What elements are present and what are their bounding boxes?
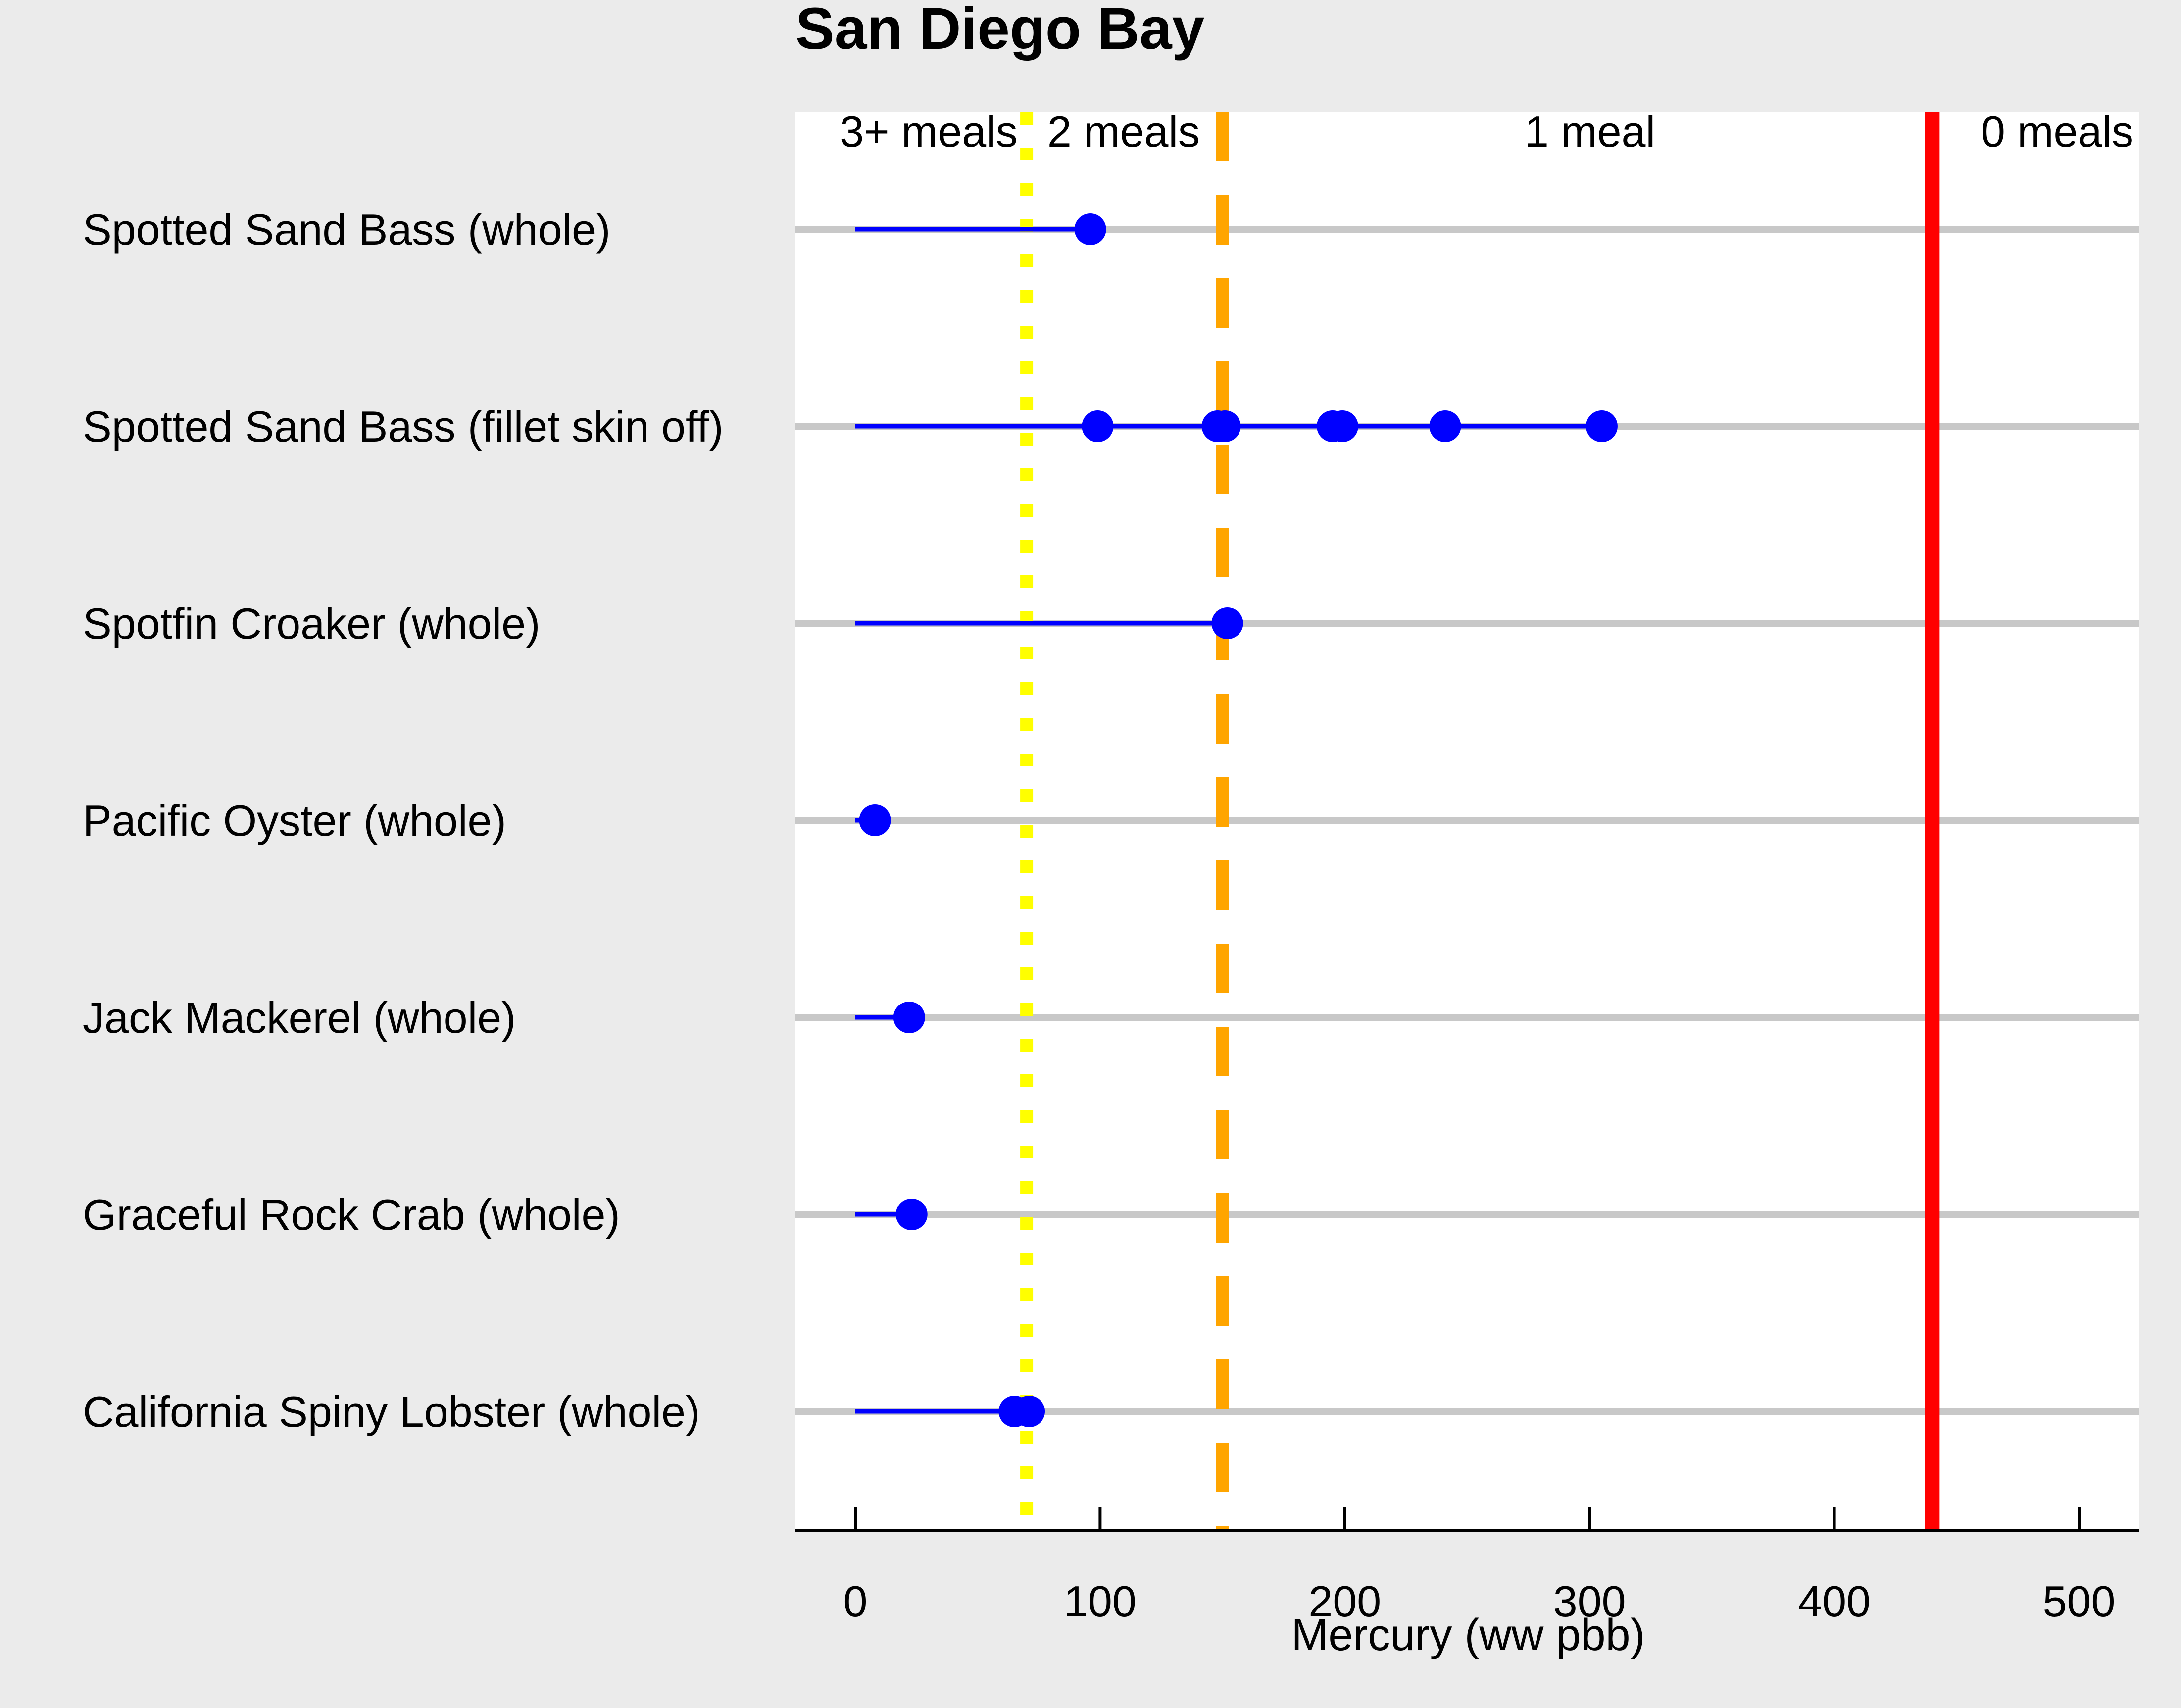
x-axis-label: Mercury (ww pbb): [1291, 1610, 1645, 1660]
data-series: [855, 213, 1618, 1427]
x-axis: 0 100 200 300 400 500: [795, 1507, 2139, 1626]
category-label: California Spiny Lobster (whole): [83, 1387, 700, 1436]
x-tick-label: 0: [843, 1577, 868, 1626]
x-tick-label: 400: [1798, 1577, 1871, 1626]
category-label: Pacific Oyster (whole): [83, 796, 506, 845]
data-point: [1209, 410, 1241, 442]
data-point: [1211, 607, 1243, 639]
zone-label: 2 meals: [1047, 107, 1200, 156]
chart-title: San Diego Bay: [795, 0, 1204, 61]
data-point: [859, 804, 891, 836]
data-point: [895, 1199, 928, 1230]
category-label: Spotfin Croaker (whole): [83, 599, 540, 648]
threshold-lines: [1020, 112, 1940, 1530]
x-tick-label: 200: [1308, 1577, 1381, 1626]
data-point: [1429, 410, 1461, 442]
zone-label: 3+ meals: [840, 107, 1018, 156]
x-tick-label: 100: [1064, 1577, 1137, 1626]
data-point: [1074, 213, 1106, 245]
x-tick-label: 300: [1553, 1577, 1626, 1626]
zone-label: 1 meal: [1525, 107, 1655, 156]
zone-labels: 3+ meals 2 meals 1 meal 0 meals: [840, 107, 2133, 156]
data-point: [1013, 1396, 1045, 1427]
data-point: [893, 1002, 925, 1033]
data-point: [1082, 410, 1114, 442]
zone-label: 0 meals: [1981, 107, 2133, 156]
category-label: Spotted Sand Bass (fillet skin off): [83, 402, 724, 451]
x-tick-label: 500: [2043, 1577, 2116, 1626]
category-label: Graceful Rock Crab (whole): [83, 1190, 620, 1239]
data-point: [1586, 410, 1618, 442]
category-labels: Spotted Sand Bass (whole) Spotted Sand Ba…: [83, 205, 724, 1436]
data-point: [1326, 410, 1358, 442]
category-label: Jack Mackerel (whole): [83, 993, 516, 1042]
category-label: Spotted Sand Bass (whole): [83, 205, 610, 254]
